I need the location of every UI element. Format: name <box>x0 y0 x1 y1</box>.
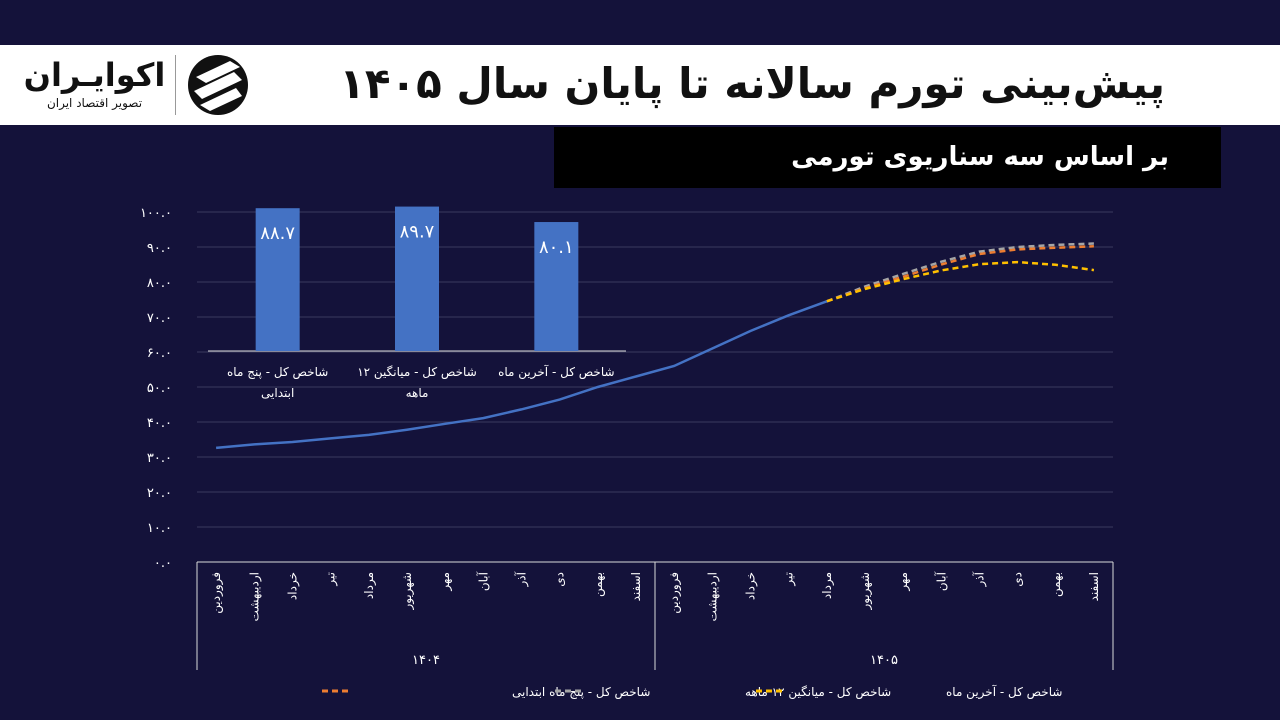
logo-divider <box>175 55 176 115</box>
bar-category-label: شاخص کل - میانگین ۱۲ <box>357 365 477 380</box>
bar-category-label: ابتدایی <box>261 386 294 400</box>
header-bar: اکوایـران تصویر اقتصاد ایران پیش‌بینی تو… <box>0 45 1280 125</box>
year-label: ۱۴۰۵ <box>870 653 898 668</box>
month-label: فروردین <box>667 572 682 614</box>
month-label: مرداد <box>362 572 377 599</box>
ecoiran-stripes-icon <box>188 55 248 115</box>
month-label: مرداد <box>820 572 835 599</box>
month-label: مهر <box>896 572 911 592</box>
month-label: دی <box>1011 572 1025 587</box>
y-tick-label: ۵۰.۰ <box>147 381 172 396</box>
month-label: تیر <box>782 572 797 587</box>
scenario-twelve-month-line <box>826 242 1094 303</box>
bar <box>255 208 300 351</box>
legend-label: شاخص کل - آخرین ماه <box>946 684 1062 700</box>
month-label: آذر <box>971 571 987 587</box>
month-label: مهر <box>438 572 453 592</box>
y-tick-label: ۸۰.۰ <box>147 276 172 291</box>
month-label: خرداد <box>743 572 758 600</box>
scenario-five-month-line <box>826 245 1094 303</box>
page-subtitle: بر اساس سه سناریوی تورمی <box>791 142 1169 172</box>
logo-tagline: تصویر اقتصاد ایران <box>46 96 143 110</box>
bar-category-label: شاخص کل - پنج ماه <box>227 365 328 380</box>
bar-category-label: ماهه <box>406 386 429 400</box>
y-tick-label: ۰.۰ <box>154 556 172 571</box>
bar-value-label: ۸۹.۷ <box>400 222 435 243</box>
month-label: آبان <box>933 571 948 591</box>
month-label: اردیبهشت <box>247 572 262 621</box>
month-label: اسفند <box>629 572 643 601</box>
subtitle-box: بر اساس سه سناریوی تورمی <box>554 127 1221 188</box>
bar-value-label: ۸۸.۷ <box>260 223 295 244</box>
logo-name: اکوایـران <box>23 56 166 94</box>
y-tick-label: ۷۰.۰ <box>147 311 172 326</box>
month-label: تیر <box>324 572 339 587</box>
bar-value-label: ۸۰.۱ <box>539 237 574 258</box>
month-label: شهریور <box>400 572 415 611</box>
month-label: بهمن <box>591 572 606 597</box>
y-tick-label: ۴۰.۰ <box>147 416 172 431</box>
year-label: ۱۴۰۴ <box>412 653 440 668</box>
y-tick-label: ۳۰.۰ <box>147 451 172 466</box>
legend-label: شاخص کل - میانگین ۱۲ ماهه <box>745 685 891 700</box>
month-label: شهریور <box>858 572 873 611</box>
y-tick-label: ۱۰۰.۰ <box>140 206 172 221</box>
bar <box>534 222 579 351</box>
y-tick-label: ۹۰.۰ <box>147 241 172 256</box>
month-label: بهمن <box>1049 572 1064 597</box>
month-label: آذر <box>513 571 529 587</box>
month-label: اسفند <box>1087 572 1101 601</box>
actual-index-line <box>215 300 828 450</box>
bar-category-label: شاخص کل - آخرین ماه <box>498 364 614 380</box>
month-label: آبان <box>475 571 490 591</box>
page-title: پیش‌بینی تورم سالانه تا پایان سال ۱۴۰۵ <box>339 59 1165 108</box>
bar <box>395 206 439 351</box>
month-label: فروردین <box>209 572 224 614</box>
y-tick-label: ۱۰.۰ <box>147 521 172 536</box>
y-tick-label: ۶۰.۰ <box>147 346 172 361</box>
y-tick-label: ۲۰.۰ <box>147 486 172 501</box>
month-label: دی <box>553 572 567 587</box>
month-label: خرداد <box>285 572 300 600</box>
month-label: اردیبهشت <box>705 572 720 621</box>
legend-label: شاخص کل - پنج ماه ابتدایی <box>512 685 650 700</box>
